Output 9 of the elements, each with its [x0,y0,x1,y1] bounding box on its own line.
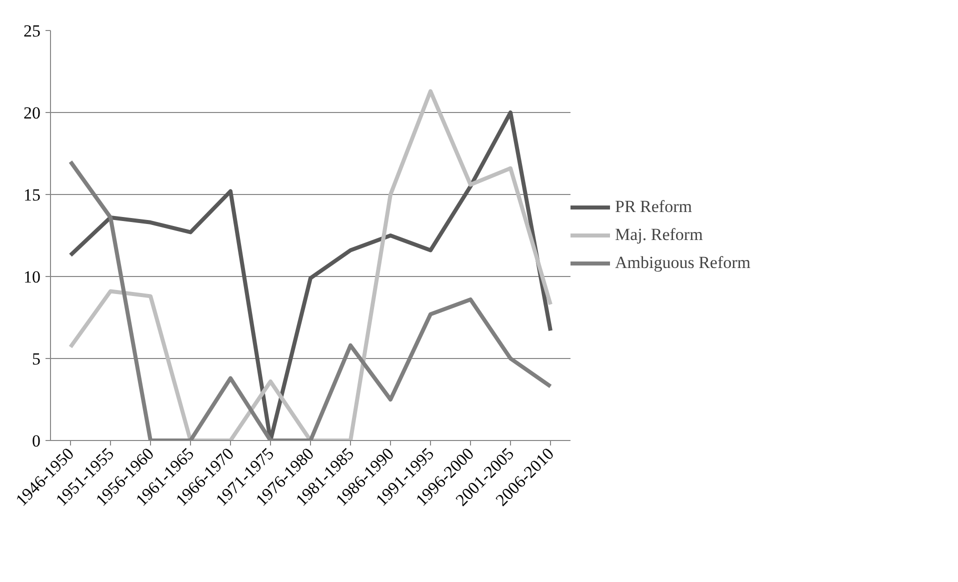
y-tick-label: 0 [32,432,40,450]
y-tick-label: 10 [24,268,40,286]
legend-label: Maj. Reform [615,225,703,245]
y-tick-label: 15 [24,186,40,204]
y-tick-label: 25 [24,22,40,40]
legend-label: Ambiguous Reform [615,253,751,273]
y-tick-label: 20 [24,104,40,122]
legend-label: PR Reform [615,197,692,217]
y-tick-label: 5 [32,350,40,368]
